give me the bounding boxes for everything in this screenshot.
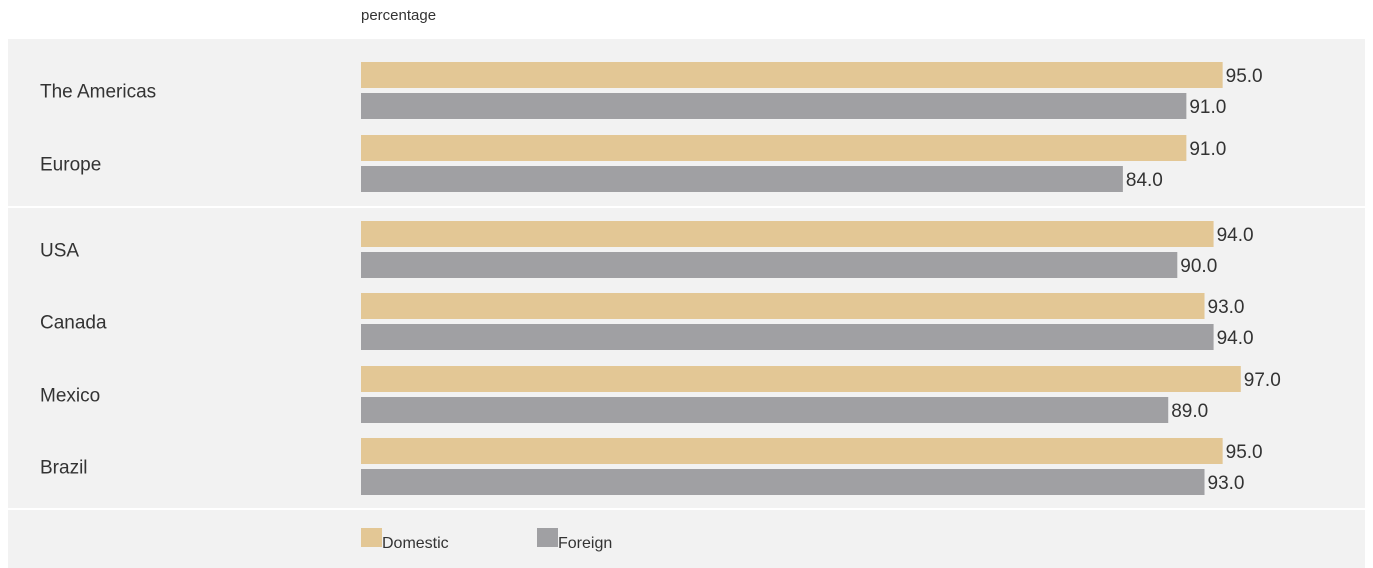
category-label: USA	[40, 241, 79, 262]
legend-swatch-domestic	[361, 528, 382, 547]
value-label: 91.0	[1189, 139, 1226, 160]
category-label: Europe	[40, 155, 101, 176]
unit-label: percentage	[361, 7, 436, 24]
legend: Domestic Foreign	[361, 528, 612, 552]
bar-foreign	[361, 469, 1205, 495]
value-label: 91.0	[1189, 97, 1226, 118]
legend-label-foreign: Foreign	[558, 535, 612, 552]
category-label: Canada	[40, 313, 107, 334]
bar-domestic	[361, 135, 1187, 161]
value-label: 84.0	[1126, 170, 1163, 191]
bar-domestic	[361, 366, 1241, 392]
value-labels: 95.091.091.084.094.090.093.094.097.089.0…	[1126, 66, 1281, 494]
value-label: 94.0	[1217, 225, 1254, 246]
value-label: 93.0	[1208, 473, 1245, 494]
bar-foreign	[361, 252, 1178, 278]
value-label: 90.0	[1180, 256, 1217, 277]
legend-label-domestic: Domestic	[382, 535, 449, 552]
value-label: 97.0	[1244, 370, 1281, 391]
background-panel-3	[8, 510, 1365, 568]
bar-domestic	[361, 438, 1223, 464]
category-labels: The Americas Europe USA Canada Mexico Brazil	[40, 82, 156, 479]
bar-foreign	[361, 324, 1214, 350]
bar-domestic	[361, 62, 1223, 88]
value-label: 89.0	[1171, 401, 1208, 422]
bars	[361, 62, 1241, 495]
category-label: The Americas	[40, 82, 156, 103]
category-label: Mexico	[40, 386, 100, 407]
bar-domestic	[361, 221, 1214, 247]
value-label: 95.0	[1226, 66, 1263, 87]
category-label: Brazil	[40, 458, 88, 479]
bar-domestic	[361, 293, 1205, 319]
bar-foreign	[361, 93, 1187, 119]
bar-foreign	[361, 397, 1169, 423]
bar-foreign	[361, 166, 1123, 192]
value-label: 94.0	[1217, 328, 1254, 349]
value-label: 93.0	[1208, 297, 1245, 318]
value-label: 95.0	[1226, 442, 1263, 463]
legend-swatch-foreign	[537, 528, 558, 547]
